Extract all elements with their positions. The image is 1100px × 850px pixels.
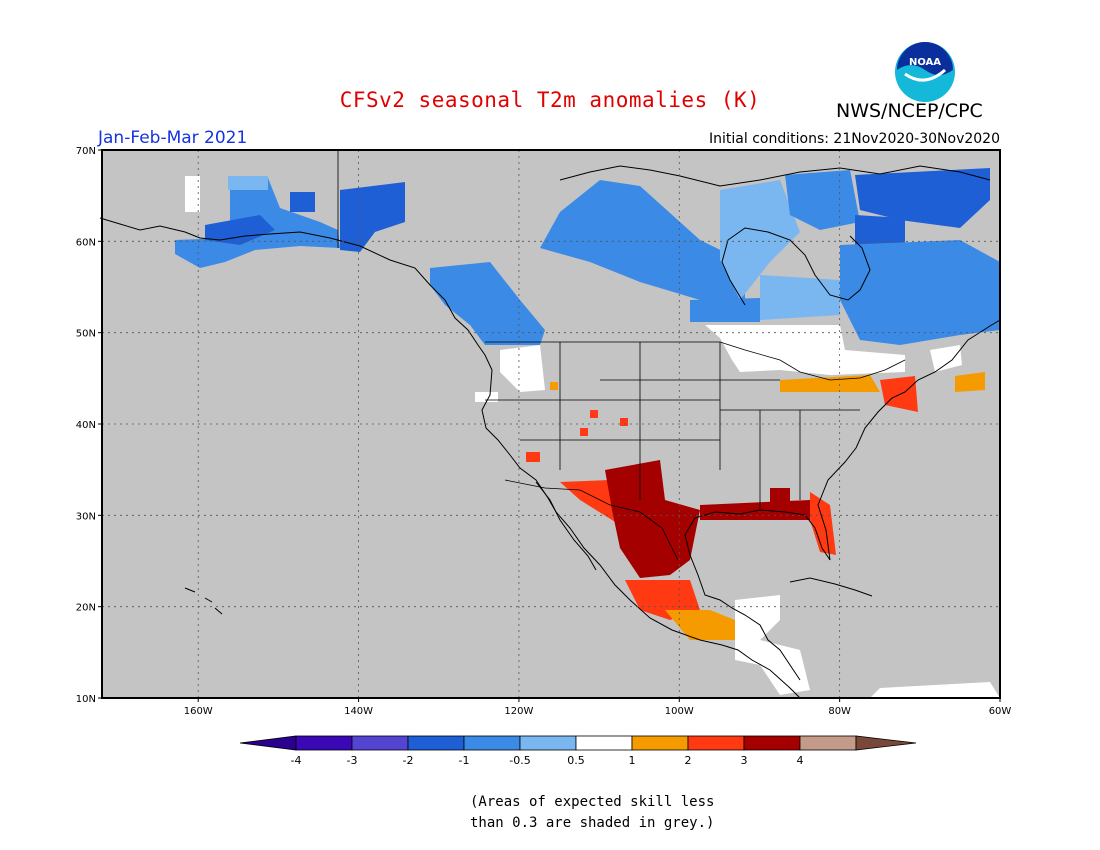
agency-label: NWS/NCEP/CPC xyxy=(836,100,983,122)
lon-tick-label: 140W xyxy=(344,706,373,717)
lat-tick-label: 10N xyxy=(76,694,96,705)
coastline-west xyxy=(99,217,801,699)
border-us-mexico xyxy=(504,479,679,561)
anomaly-patch xyxy=(620,418,628,426)
coastline-atlantic xyxy=(817,319,1001,561)
lon-tick-label: 60W xyxy=(989,706,1012,717)
lat-tick-label: 40N xyxy=(76,420,96,431)
anomaly-patch xyxy=(955,372,985,392)
anomaly-patch xyxy=(870,682,1000,698)
lat-tick-label: 60N xyxy=(76,237,96,248)
anomaly-patch xyxy=(580,428,588,436)
logo-text: NOAA xyxy=(909,57,941,68)
coastline-gulf xyxy=(684,509,831,681)
lon-tick-label: 160W xyxy=(184,706,213,717)
axis-ticks: 160W 140W 120W 100W 80W 60W 10N 20N 30N 40N 50N 60N… xyxy=(76,146,1012,717)
map-title: CFSv2 seasonal T2m anomalies (K) xyxy=(339,88,761,112)
anomaly-patches xyxy=(175,168,1000,698)
lat-tick-label: 70N xyxy=(76,146,96,157)
anomaly-patch xyxy=(500,345,545,392)
anomaly-patch xyxy=(340,182,405,252)
coastlines xyxy=(99,165,1001,699)
lat-tick-label: 20N xyxy=(76,603,96,614)
anomaly-patch xyxy=(430,262,545,345)
political-borders xyxy=(337,150,906,561)
anomaly-patch xyxy=(930,345,962,372)
anomaly-patch xyxy=(526,452,540,462)
anomaly-patch xyxy=(605,460,700,578)
lon-tick-label: 120W xyxy=(504,706,533,717)
lon-tick-label: 100W xyxy=(665,706,694,717)
anomaly-patch xyxy=(785,170,860,230)
anomaly-patch xyxy=(690,298,760,322)
anomaly-patch xyxy=(540,180,745,300)
coastline-arctic xyxy=(559,165,991,187)
anomaly-patch xyxy=(735,595,810,695)
skill-note-line2: than 0.3 are shaded in grey.) xyxy=(470,815,715,831)
anomaly-patch xyxy=(760,275,840,320)
border-us-canada xyxy=(485,341,906,381)
lon-tick-label: 80W xyxy=(828,706,851,717)
anomaly-patch xyxy=(720,180,800,300)
anomaly-patch xyxy=(705,325,905,375)
initial-conditions: Initial conditions: 21Nov2020-30Nov2020 xyxy=(709,131,1000,147)
anomaly-patch xyxy=(205,215,275,245)
forecast-period: Jan-Feb-Mar 2021 xyxy=(98,128,248,148)
noaa-logo: NOAA xyxy=(895,42,955,102)
anomaly-patch xyxy=(550,382,558,390)
skill-note: (Areas of expected skill less than 0.3 a… xyxy=(470,792,714,834)
coastline-baja xyxy=(535,481,597,571)
anomaly-patch xyxy=(840,240,1000,345)
anomaly-patch xyxy=(880,376,918,412)
anomaly-patch xyxy=(810,492,836,555)
anomaly-patch xyxy=(780,375,880,392)
anomaly-patch xyxy=(228,176,268,190)
lat-tick-label: 30N xyxy=(76,511,96,522)
anomaly-patch xyxy=(475,392,498,402)
coastline-cuba xyxy=(789,577,873,597)
anomaly-patch xyxy=(770,488,790,505)
border-states xyxy=(485,342,860,510)
coastline-hudson xyxy=(721,227,871,306)
anomaly-patch xyxy=(185,176,200,212)
lat-tick-label: 50N xyxy=(76,329,96,340)
anomaly-patch xyxy=(665,610,740,640)
anomaly-patch xyxy=(855,168,990,228)
anomaly-patch xyxy=(590,410,598,418)
skill-note-line1: (Areas of expected skill less xyxy=(470,794,715,810)
anomaly-patch xyxy=(290,192,315,212)
coastline-hawaii xyxy=(184,587,223,615)
